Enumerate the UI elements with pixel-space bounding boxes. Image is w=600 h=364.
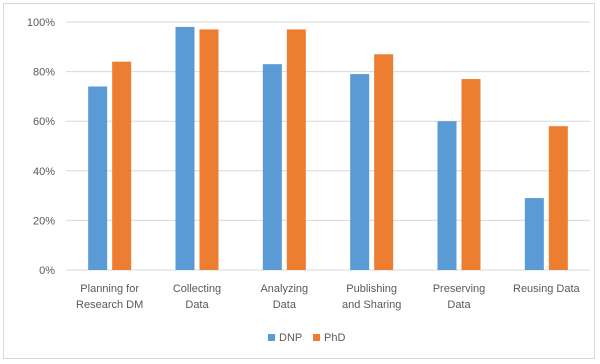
x-category-label: Publishing and Sharing bbox=[342, 283, 401, 311]
x-category-label-line: Data bbox=[447, 299, 471, 311]
x-category-label-line: Analyzing bbox=[260, 283, 308, 295]
y-tick-label: 40% bbox=[33, 166, 55, 178]
bar-dnp-4 bbox=[437, 121, 457, 270]
x-category-label: Preserving Data bbox=[433, 283, 486, 311]
y-axis-tick-labels: 0% 20% 40% 60% 80% 100% bbox=[27, 17, 55, 277]
bar-phd-2 bbox=[286, 29, 306, 270]
bar-dnp-5 bbox=[524, 198, 544, 270]
legend-swatch-dnp bbox=[268, 334, 275, 341]
gridlines bbox=[66, 21, 590, 271]
bar-dnp-3 bbox=[350, 74, 370, 270]
x-category-label-line: and Sharing bbox=[342, 299, 401, 311]
x-category-label-line: Preserving bbox=[433, 283, 486, 295]
x-category-label: Collecting Data bbox=[173, 283, 221, 311]
y-tick-label: 80% bbox=[33, 67, 55, 79]
bar-dnp-0 bbox=[88, 86, 108, 270]
legend-label-phd: PhD bbox=[324, 332, 345, 344]
y-tick-label: 0% bbox=[39, 265, 55, 277]
x-category-label: Planning for Research DM bbox=[76, 283, 143, 311]
y-tick-label: 20% bbox=[33, 215, 55, 227]
x-category-label-line: Planning for bbox=[80, 283, 139, 295]
x-category-label-line: Publishing bbox=[346, 283, 397, 295]
legend-swatch-phd bbox=[313, 334, 320, 341]
bar-phd-0 bbox=[112, 61, 132, 271]
x-category-label: Reusing Data bbox=[513, 283, 581, 295]
y-tick-label: 100% bbox=[27, 17, 55, 29]
y-tick-label: 60% bbox=[33, 116, 55, 128]
bar-phd-1 bbox=[199, 29, 219, 270]
x-category-label-line: Collecting bbox=[173, 283, 221, 295]
bars bbox=[88, 26, 568, 271]
bar-phd-3 bbox=[374, 54, 394, 270]
x-category-label-line: Data bbox=[273, 299, 297, 311]
bar-dnp-1 bbox=[175, 26, 195, 271]
bar-dnp-2 bbox=[262, 64, 282, 270]
legend: DNP PhD bbox=[268, 332, 345, 344]
x-category-label-line: Data bbox=[185, 299, 209, 311]
x-category-label: Analyzing Data bbox=[260, 283, 308, 311]
legend-label-dnp: DNP bbox=[279, 332, 302, 344]
x-category-label-line: Reusing Data bbox=[513, 283, 581, 295]
bar-phd-4 bbox=[461, 79, 481, 270]
bar-phd-5 bbox=[548, 126, 568, 270]
x-category-label-line: Research DM bbox=[76, 299, 143, 311]
